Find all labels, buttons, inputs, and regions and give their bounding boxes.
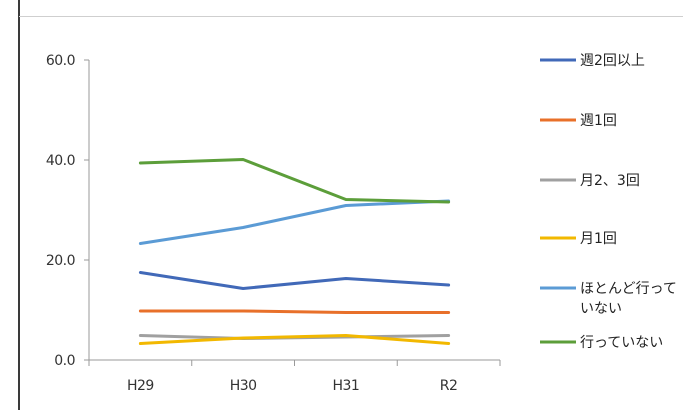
series-line [138,271,451,290]
x-tick-label: R2 [440,378,458,394]
y-tick-label: 60.0 [46,53,75,69]
legend-label: ほとんど行っていない [580,281,677,317]
chart-axes [84,59,501,366]
legend-label: 月2、3回 [580,173,640,189]
series-line [138,334,451,345]
y-tick-label: 0.0 [54,353,75,369]
legend-label: 週2回以上 [580,53,645,69]
x-tick-label: H29 [127,378,154,394]
legend-label: 月1回 [580,231,617,247]
series-line [138,158,451,204]
series-line [138,309,451,314]
x-tick-label: H30 [230,378,257,394]
legend-label: 週1回 [580,113,617,129]
y-tick-labels: 0.0 20.0 40.0 60.0 [46,53,76,369]
series-line [138,199,451,245]
x-tick-label: H31 [332,378,359,394]
series-lines [138,158,451,345]
frame-top-border [19,16,683,17]
x-tick-labels: H29 H30 H31 R2 [127,378,458,394]
y-tick-label: 40.0 [46,153,75,169]
legend-label: 行っていない [580,335,663,351]
y-tick-label: 20.0 [46,253,75,269]
frame-left-border [18,0,20,410]
